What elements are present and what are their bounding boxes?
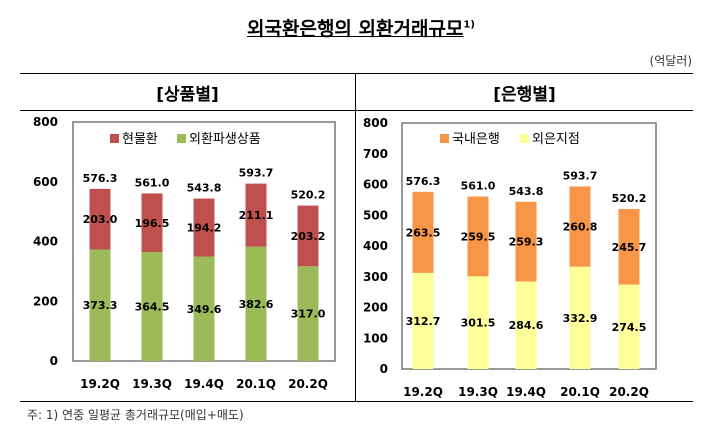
x-tick-label: 20.2Q xyxy=(288,377,328,391)
x-tick-label: 19.3Q xyxy=(132,377,172,391)
bar-segment xyxy=(193,256,215,361)
x-tick-label: 19.4Q xyxy=(184,377,224,391)
data-label: 259.3 xyxy=(509,236,544,249)
total-label: 576.3 xyxy=(406,175,441,188)
data-label: 194.2 xyxy=(187,222,222,235)
legend-label: 외은지점 xyxy=(532,132,580,147)
data-label: 317.0 xyxy=(291,308,326,321)
data-label: 332.9 xyxy=(563,312,598,325)
y-tick-label: 400 xyxy=(363,239,388,253)
header-divider xyxy=(20,110,693,111)
legend-label: 외환파생상품 xyxy=(189,132,261,147)
y-tick-label: 0 xyxy=(380,362,388,376)
data-label: 349.6 xyxy=(187,303,222,316)
table-top-border xyxy=(20,73,693,74)
legend-swatch xyxy=(520,134,529,143)
bar-segment xyxy=(297,266,319,361)
x-tick-label: 20.1Q xyxy=(560,385,600,399)
data-label: 274.5 xyxy=(612,321,647,334)
bar-segment xyxy=(245,183,267,247)
data-label: 284.6 xyxy=(509,319,544,332)
x-tick-label: 20.2Q xyxy=(609,385,649,399)
bar-segment xyxy=(467,196,489,277)
data-label: 364.5 xyxy=(135,301,170,314)
legend-label: 국내은행 xyxy=(452,131,500,147)
right-panel-title: [은행별] xyxy=(493,85,556,105)
total-label: 561.0 xyxy=(135,176,170,189)
y-tick-label: 600 xyxy=(33,175,58,189)
data-label: 263.5 xyxy=(406,226,441,239)
y-tick-label: 600 xyxy=(363,178,388,192)
y-tick-label: 800 xyxy=(33,115,58,129)
x-tick-label: 19.3Q xyxy=(458,385,498,399)
bar-segment xyxy=(569,266,591,369)
legend-swatch xyxy=(440,134,449,143)
data-label: 203.2 xyxy=(291,230,326,243)
total-label: 520.2 xyxy=(291,189,326,202)
table-bottom-border xyxy=(20,401,693,402)
legend-swatch xyxy=(177,134,186,143)
data-label: 301.5 xyxy=(461,317,496,330)
bar-segment xyxy=(515,201,537,282)
total-label: 543.8 xyxy=(187,182,222,195)
y-tick-label: 700 xyxy=(363,147,388,161)
y-tick-label: 500 xyxy=(363,208,388,222)
bar-segment xyxy=(141,193,163,253)
panel-divider xyxy=(355,73,356,401)
y-tick-label: 400 xyxy=(33,235,58,249)
bar-segment xyxy=(412,191,434,273)
data-label: 203.0 xyxy=(83,213,118,226)
x-tick-label: 20.1Q xyxy=(236,377,276,391)
data-label: 312.7 xyxy=(406,315,441,328)
y-tick-label: 800 xyxy=(363,116,388,130)
total-label: 543.8 xyxy=(509,185,544,198)
y-tick-label: 0 xyxy=(50,354,58,368)
bar-segment xyxy=(618,284,640,369)
bar-segment xyxy=(297,205,319,267)
bar-segment xyxy=(89,249,111,361)
legend-swatch xyxy=(110,134,119,143)
total-label: 520.2 xyxy=(612,192,647,205)
left-panel-title: [상품별] xyxy=(156,85,219,105)
x-tick-label: 19.2Q xyxy=(80,377,120,391)
total-label: 561.0 xyxy=(461,179,496,192)
x-tick-label: 19.4Q xyxy=(506,385,546,399)
total-label: 576.3 xyxy=(83,172,118,185)
bar-segment xyxy=(569,186,591,267)
y-tick-label: 200 xyxy=(33,294,58,308)
legend-label: 현물환 xyxy=(122,132,158,147)
data-label: 259.5 xyxy=(461,230,496,243)
data-label: 260.8 xyxy=(563,221,598,234)
bar-segment xyxy=(618,209,640,285)
data-label: 382.6 xyxy=(239,298,274,311)
y-tick-label: 300 xyxy=(363,270,388,284)
page-title: 외국환은행의 외환거래규모1) xyxy=(247,18,475,40)
unit-label: (억달러) xyxy=(649,54,692,68)
bar-segment xyxy=(412,272,434,369)
total-label: 593.7 xyxy=(563,169,598,182)
data-label: 245.7 xyxy=(612,241,647,254)
bar-segment xyxy=(467,276,489,369)
bar-segment xyxy=(141,252,163,361)
data-label: 211.1 xyxy=(239,209,274,222)
total-label: 593.7 xyxy=(239,167,274,180)
x-tick-label: 19.2Q xyxy=(403,385,443,399)
bar-segment xyxy=(245,246,267,361)
data-label: 196.5 xyxy=(135,217,170,230)
data-label: 373.3 xyxy=(83,299,118,312)
bar-segment xyxy=(193,198,215,257)
y-tick-label: 200 xyxy=(363,301,388,315)
bar-segment xyxy=(515,281,537,369)
y-tick-label: 100 xyxy=(363,331,388,345)
bar-segment xyxy=(89,188,111,250)
footnote: 주: 1) 연중 일평균 총거래규모(매입+매도) xyxy=(27,408,244,422)
